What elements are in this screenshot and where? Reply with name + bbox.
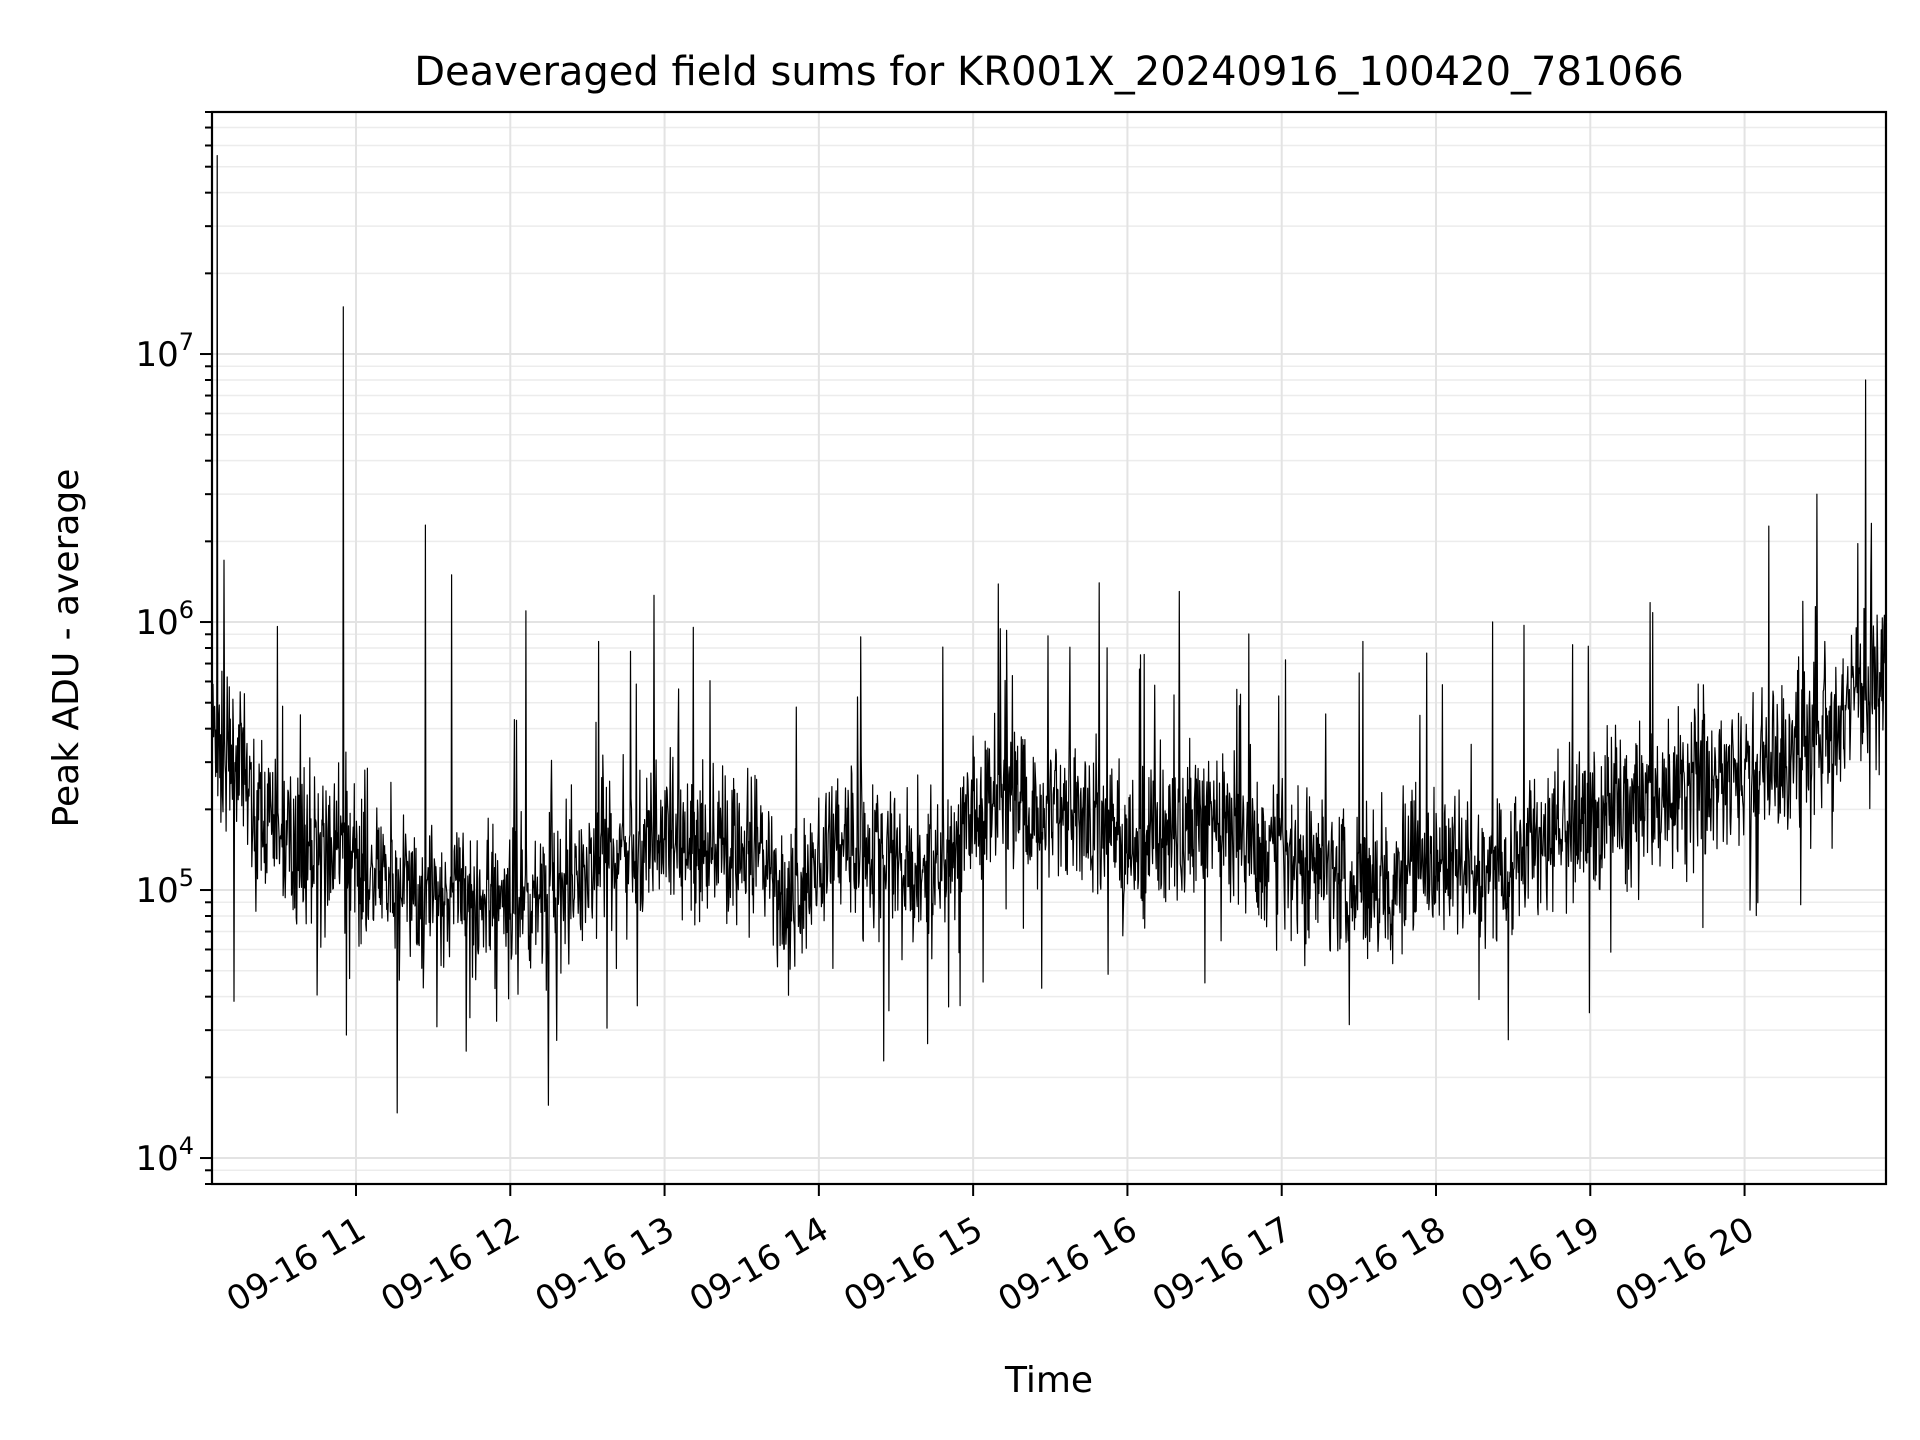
x-tick-label: 09-16 12 xyxy=(374,1209,526,1320)
x-tick-label: 09-16 15 xyxy=(837,1209,989,1320)
x-tick-label: 09-16 14 xyxy=(683,1209,835,1320)
y-axis-label: Peak ADU - average xyxy=(46,469,87,828)
grid xyxy=(212,111,1886,1185)
x-tick-label: 09-16 19 xyxy=(1454,1209,1606,1320)
y-tick-label: 105 xyxy=(135,864,194,911)
chart-title: Deaveraged field sums for KR001X_2024091… xyxy=(414,49,1683,95)
x-tick-label: 09-16 20 xyxy=(1609,1209,1761,1320)
x-axis: 09-16 11 09-16 12 09-16 13 09-16 14 09-16 15… xyxy=(220,1184,1761,1320)
y-axis: 104 105 106 107 xyxy=(135,111,212,1185)
x-tick-label: 09-16 18 xyxy=(1300,1209,1452,1320)
y-tick-label: 104 xyxy=(135,1132,194,1179)
y-tick-label: 107 xyxy=(135,328,194,375)
y-tick-label: 106 xyxy=(135,596,194,643)
x-tick-label: 09-16 17 xyxy=(1146,1209,1298,1320)
x-tick-label: 09-16 13 xyxy=(529,1209,681,1320)
x-tick-label: 09-16 11 xyxy=(220,1209,372,1320)
series-line xyxy=(211,155,1887,1114)
x-axis-label: Time xyxy=(1004,1360,1093,1401)
x-tick-label: 09-16 16 xyxy=(992,1209,1144,1320)
